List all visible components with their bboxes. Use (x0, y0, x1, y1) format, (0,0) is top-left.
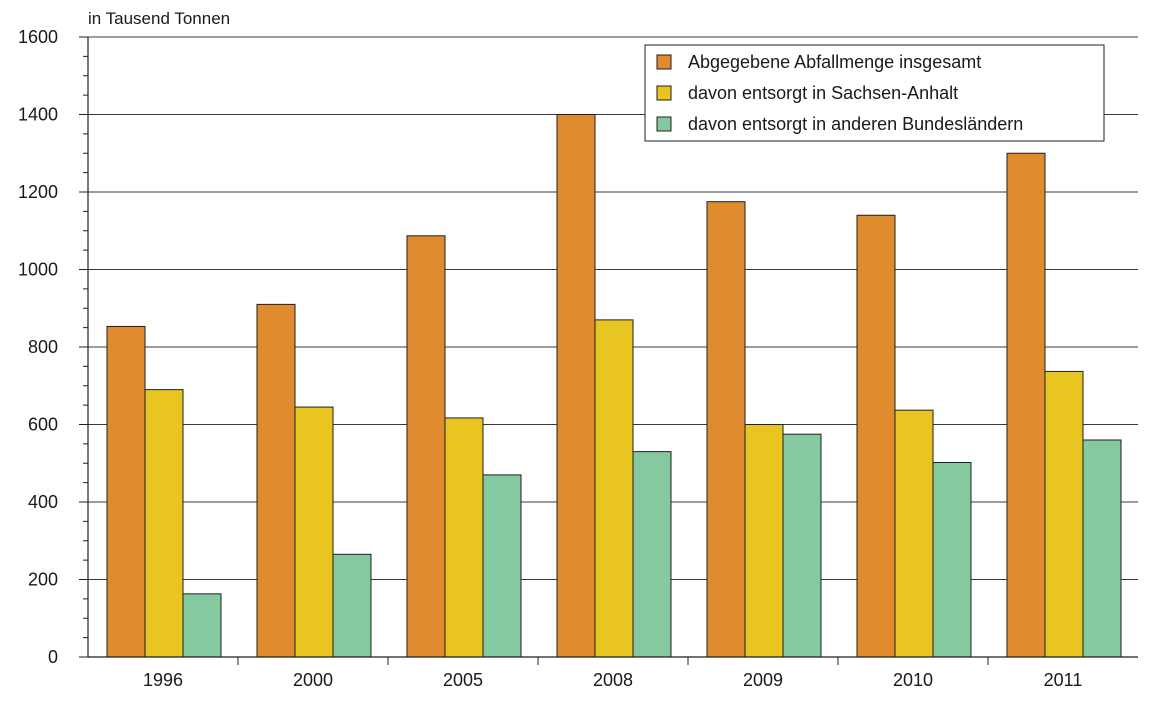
legend-box (644, 44, 1105, 142)
bar (782, 433, 822, 658)
bar (894, 409, 934, 658)
bar (1006, 152, 1046, 658)
y-tick-label: 400 (28, 492, 58, 512)
bar (256, 303, 296, 658)
bar (856, 214, 896, 658)
x-tick-label: 2000 (293, 670, 333, 690)
bar (444, 417, 484, 658)
legend: Abgegebene Abfallmenge insgesamt davon en… (644, 44, 1105, 142)
y-tick-label: 0 (48, 647, 58, 667)
y-tick-label: 1200 (18, 182, 58, 202)
y-tick-label: 1000 (18, 260, 58, 280)
x-tick-label: 2010 (893, 670, 933, 690)
y-axis-unit-label: in Tausend Tonnen (88, 9, 230, 28)
bar (1044, 370, 1084, 658)
bar (1082, 439, 1122, 658)
bar (744, 424, 784, 658)
legend-label: Abgegebene Abfallmenge insgesamt (688, 52, 981, 72)
y-tick-label: 1400 (18, 105, 58, 125)
bar (706, 201, 746, 658)
bar (406, 235, 446, 658)
x-tick-label: 2008 (593, 670, 633, 690)
bar (556, 114, 596, 658)
bar (632, 451, 672, 658)
axes-group: 0 200 400 600 800 1000 1200 1400 1600 1996 2000 200… (18, 27, 1138, 690)
x-tick-label: 1996 (143, 670, 183, 690)
legend-swatch (656, 85, 672, 101)
bar (932, 461, 972, 658)
y-tick-label: 1600 (18, 27, 58, 47)
bar (182, 593, 222, 658)
y-tick-label: 200 (28, 570, 58, 590)
bar (594, 319, 634, 658)
bar (294, 406, 334, 658)
x-tick-label: 2011 (1044, 670, 1083, 690)
legend-label: davon entsorgt in anderen Bundesländern (688, 114, 1023, 134)
bar (482, 474, 522, 658)
legend-swatch (656, 54, 672, 70)
legend-swatch (656, 116, 672, 132)
y-tick-label: 800 (28, 337, 58, 357)
bars-group (106, 114, 1122, 658)
legend-label: davon entsorgt in Sachsen-Anhalt (688, 83, 958, 103)
bar (332, 553, 372, 658)
y-tick-label: 600 (28, 415, 58, 435)
bar (144, 389, 184, 658)
bar (106, 325, 146, 658)
x-tick-label: 2005 (443, 670, 483, 690)
x-tick-label: 2009 (743, 670, 783, 690)
